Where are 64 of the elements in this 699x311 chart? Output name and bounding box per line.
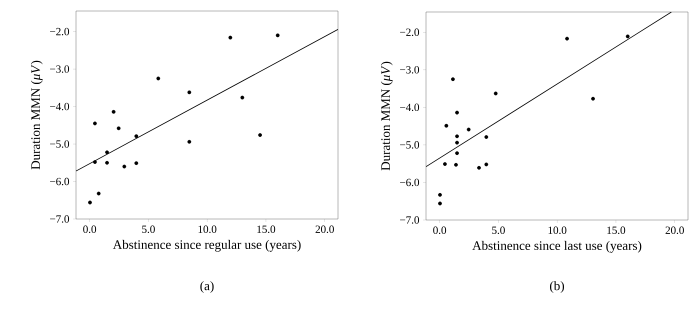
- point: [122, 164, 126, 168]
- point: [455, 140, 459, 145]
- y-tick-label: −4.0: [50, 102, 70, 110]
- y-tick-label: −6.0: [50, 178, 70, 186]
- point: [116, 126, 121, 130]
- point: [565, 36, 569, 41]
- point: [477, 166, 481, 170]
- point: [276, 33, 280, 38]
- text: (a): [200, 281, 214, 293]
- point: [438, 192, 442, 197]
- point: [105, 150, 109, 154]
- y-tick-label: −3.0: [400, 66, 420, 74]
- x-tick-label: 5.0: [492, 226, 505, 234]
- point: [258, 133, 262, 137]
- point: [484, 162, 488, 166]
- point: [228, 36, 232, 40]
- y-tick-label: −5.0: [50, 140, 70, 148]
- point: [455, 151, 459, 156]
- point: [187, 90, 192, 94]
- point: [444, 124, 448, 128]
- y-tick-label: −4.0: [400, 104, 420, 112]
- x-axis-title: Abstinence since last use (years): [472, 240, 642, 253]
- y-tick-label: −2.0: [50, 28, 70, 36]
- point: [134, 134, 138, 138]
- point: [466, 128, 471, 132]
- text: (b): [550, 281, 564, 293]
- point: [484, 135, 488, 139]
- point: [455, 110, 459, 115]
- x-tick-label: 15.0: [257, 226, 276, 234]
- x-axis-title: Abstinence since regular use (years): [112, 240, 301, 252]
- point: [443, 162, 447, 166]
- y-tick-label: −2.0: [400, 28, 420, 36]
- point: [240, 96, 244, 100]
- y-axis-title: Duration MMN (μV): [30, 60, 43, 170]
- x-tick-label: 10.0: [548, 226, 566, 234]
- y-tick-label: −7.0: [50, 215, 70, 223]
- y-tick-label: −5.0: [400, 141, 420, 149]
- point: [96, 192, 101, 196]
- point: [93, 160, 97, 164]
- x-tick-label: 0.0: [83, 226, 96, 234]
- y-tick-label: −6.0: [400, 178, 420, 186]
- point: [591, 96, 595, 101]
- y-tick-label: −7.0: [400, 216, 420, 224]
- point: [438, 202, 442, 206]
- x-tick-label: 15.0: [607, 226, 626, 234]
- point: [134, 161, 138, 166]
- point: [455, 134, 459, 138]
- y-axis-title: Duration MMN (μV): [380, 62, 393, 170]
- point: [454, 162, 458, 167]
- point: [156, 76, 160, 80]
- point: [93, 122, 97, 126]
- point: [451, 77, 455, 82]
- x-tick-label: 10.0: [198, 226, 216, 234]
- x-tick-label: 20.0: [666, 226, 684, 234]
- point: [187, 140, 192, 144]
- y-tick-label: −3.0: [50, 65, 70, 73]
- point: [88, 200, 92, 204]
- point: [626, 34, 630, 38]
- x-tick-label: 20.0: [316, 226, 334, 234]
- point: [494, 92, 498, 96]
- x-tick-label: 0.0: [433, 226, 446, 234]
- x-tick-label: 5.0: [142, 226, 155, 234]
- point: [112, 110, 116, 114]
- point: [105, 160, 109, 165]
